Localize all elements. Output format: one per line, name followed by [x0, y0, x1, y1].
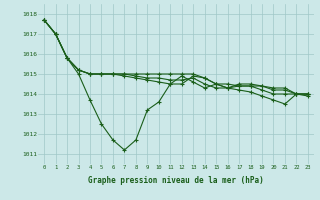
- X-axis label: Graphe pression niveau de la mer (hPa): Graphe pression niveau de la mer (hPa): [88, 176, 264, 185]
